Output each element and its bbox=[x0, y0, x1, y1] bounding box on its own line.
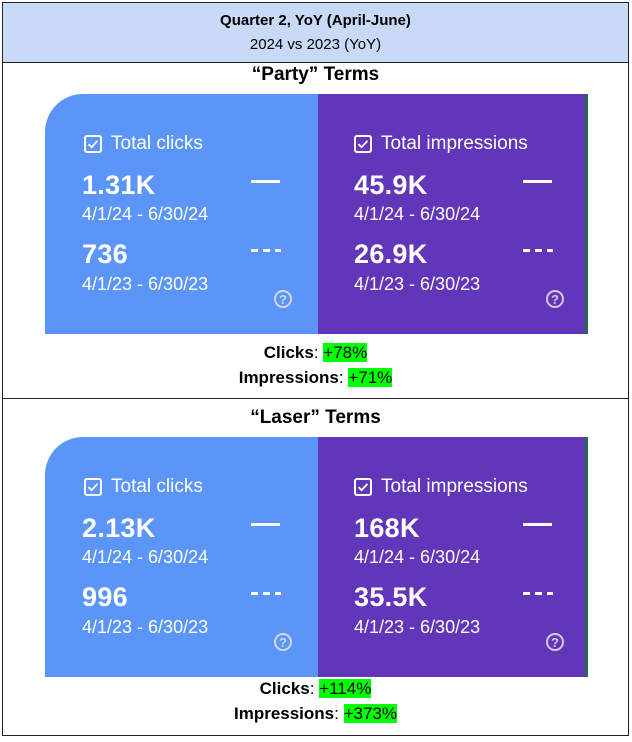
help-circle-icon[interactable]: ? bbox=[274, 633, 292, 651]
previous-date-range: 4/1/23 - 6/30/23 bbox=[82, 617, 209, 637]
help-circle-icon[interactable]: ? bbox=[274, 290, 292, 308]
metric-label: Total clicks bbox=[111, 476, 203, 497]
section-laser-terms: “Laser” Terms Total clicks 2.13K 4/1/24 … bbox=[3, 399, 628, 735]
help-circle-icon[interactable]: ? bbox=[546, 633, 564, 651]
current-date-range: 4/1/24 - 6/30/24 bbox=[82, 547, 209, 567]
dashed-line-icon bbox=[251, 592, 281, 595]
metric-label: Total impressions bbox=[381, 476, 528, 497]
total-impressions-panel[interactable]: Total impressions 168K 4/1/24 - 6/30/24 … bbox=[318, 437, 588, 677]
search-console-card: Total clicks 1.31K 4/1/24 - 6/30/24 736 … bbox=[45, 94, 588, 334]
checkbox-checked-icon[interactable] bbox=[84, 135, 102, 153]
table-header: Quarter 2, YoY (April-June) 2024 vs 2023… bbox=[3, 3, 628, 63]
clicks-change-label: Clicks bbox=[263, 343, 314, 362]
checkbox-checked-icon[interactable] bbox=[354, 478, 372, 496]
previous-date-range: 4/1/23 - 6/30/23 bbox=[82, 274, 209, 294]
section-title: “Party” Terms bbox=[251, 64, 380, 85]
clicks-change-value: +114% bbox=[319, 679, 372, 698]
solid-line-icon bbox=[251, 523, 280, 526]
solid-line-icon bbox=[523, 523, 552, 526]
clicks-change: Clicks: +78% bbox=[263, 343, 368, 362]
current-value: 2.13K bbox=[82, 513, 156, 543]
total-clicks-panel[interactable]: Total clicks 1.31K 4/1/24 - 6/30/24 736 … bbox=[45, 94, 318, 334]
previous-value: 736 bbox=[82, 239, 128, 269]
current-value: 45.9K bbox=[354, 170, 428, 200]
report-title: Quarter 2, YoY (April-June) bbox=[220, 12, 411, 29]
checkbox-checked-icon[interactable] bbox=[84, 478, 102, 496]
impressions-change-label: Impressions bbox=[233, 704, 335, 723]
current-date-range: 4/1/24 - 6/30/24 bbox=[354, 547, 481, 567]
dashed-line-icon bbox=[251, 249, 281, 252]
clicks-change-value: +78% bbox=[323, 343, 368, 362]
checkbox-checked-icon[interactable] bbox=[354, 135, 372, 153]
previous-value: 26.9K bbox=[354, 239, 428, 269]
current-date-range: 4/1/24 - 6/30/24 bbox=[82, 204, 209, 224]
previous-date-range: 4/1/23 - 6/30/23 bbox=[354, 617, 481, 637]
solid-line-icon bbox=[251, 180, 280, 183]
total-clicks-panel[interactable]: Total clicks 2.13K 4/1/24 - 6/30/24 996 … bbox=[45, 437, 318, 677]
clicks-change: Clicks: +114% bbox=[259, 679, 372, 698]
dashed-line-icon bbox=[523, 592, 553, 595]
impressions-change-value: +373% bbox=[343, 704, 398, 723]
previous-date-range: 4/1/23 - 6/30/23 bbox=[354, 274, 481, 294]
metric-label: Total impressions bbox=[381, 133, 528, 154]
current-value: 1.31K bbox=[82, 170, 156, 200]
current-value: 168K bbox=[354, 513, 420, 543]
previous-value: 996 bbox=[82, 582, 128, 612]
total-impressions-panel[interactable]: Total impressions 45.9K 4/1/24 - 6/30/24… bbox=[318, 94, 588, 334]
impressions-change: Impressions: +71% bbox=[238, 368, 393, 387]
search-console-card: Total clicks 2.13K 4/1/24 - 6/30/24 996 … bbox=[45, 437, 588, 677]
clicks-change-label: Clicks bbox=[259, 679, 310, 698]
metric-label: Total clicks bbox=[111, 133, 203, 154]
impressions-change: Impressions: +373% bbox=[233, 704, 398, 723]
section-party-terms: “Party” Terms Total clicks 1.31K 4/1/24 … bbox=[3, 63, 628, 399]
current-date-range: 4/1/24 - 6/30/24 bbox=[354, 204, 481, 224]
impressions-change-label: Impressions bbox=[238, 368, 339, 387]
section-title: “Laser” Terms bbox=[250, 407, 381, 428]
help-circle-icon[interactable]: ? bbox=[546, 290, 564, 308]
previous-value: 35.5K bbox=[354, 582, 428, 612]
impressions-change-value: +71% bbox=[348, 368, 393, 387]
solid-line-icon bbox=[523, 180, 552, 183]
dashed-line-icon bbox=[523, 249, 553, 252]
report-subtitle: 2024 vs 2023 (YoY) bbox=[249, 36, 382, 53]
